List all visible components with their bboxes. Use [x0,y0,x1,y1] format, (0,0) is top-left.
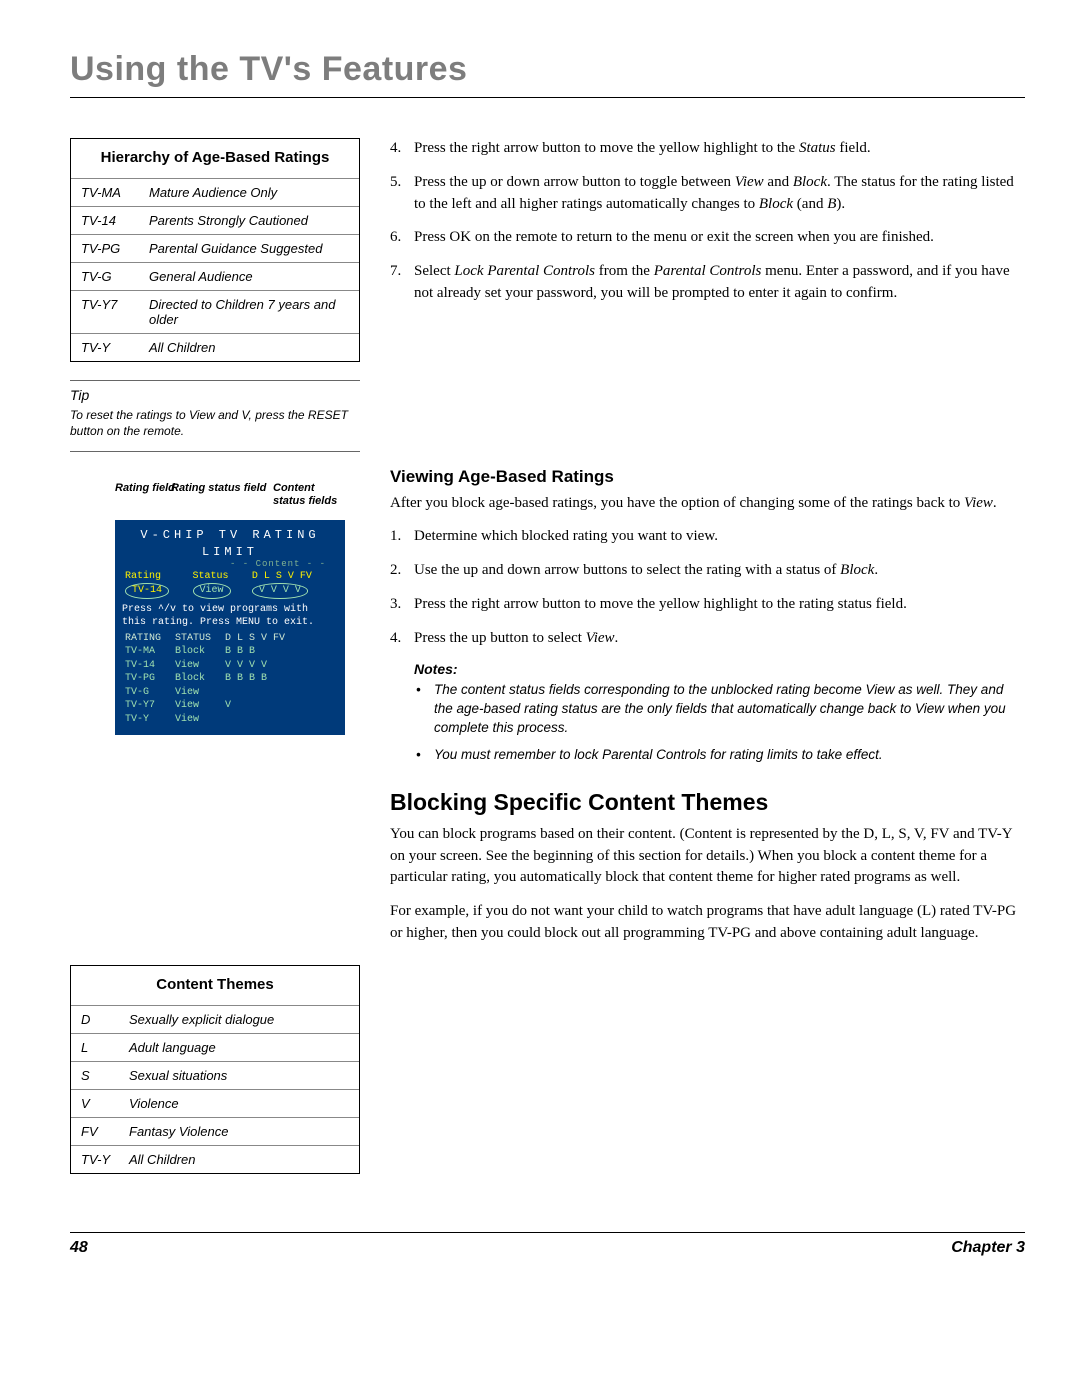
list-item: 4.Press the right arrow button to move t… [390,138,1025,160]
blocking-p1: You can block programs based on their co… [390,824,1025,889]
page-title: Using the TV's Features [70,50,1025,89]
tip-rule-top [70,380,360,381]
table-row: TV-Y7Directed to Children 7 years and ol… [71,290,359,333]
chapter-label: Chapter 3 [951,1239,1025,1257]
hierarchy-header: Hierarchy of Age-Based Ratings [71,139,359,178]
table-row: TV-PGParental Guidance Suggested [71,234,359,262]
note-item: You must remember to lock Parental Contr… [434,746,1025,765]
blocking-p2: For example, if you do not want your chi… [390,901,1025,945]
screen-title: V-CHIP TV RATING LIMIT [122,527,338,559]
table-row: TV-14Parents Strongly Cautioned [71,206,359,234]
table-row: TV-GGeneral Audience [71,262,359,290]
list-item: 1.Determine which blocked rating you wan… [390,526,1025,548]
page-number: 48 [70,1239,88,1257]
table-row: SSexual situations [71,1061,359,1089]
themes-header: Content Themes [71,966,359,1005]
list-item: 3.Press the right arrow button to move t… [390,594,1025,616]
sel-status-oval: View [193,583,231,599]
tip-text: To reset the ratings to View and V, pres… [70,407,360,439]
screen-content-header: - - Content - - [122,558,338,570]
hierarchy-table: Hierarchy of Age-Based Ratings TV-MAMatu… [70,138,360,362]
label-rating-field: Rating field [115,482,175,495]
table-row: TV-YAll Children [71,333,359,361]
label-content-status: Content status fields [273,482,345,507]
viewing-steps: 1.Determine which blocked rating you wan… [390,526,1025,649]
list-item: 2.Use the up and down arrow buttons to s… [390,560,1025,582]
list-item: 5.Press the up or down arrow button to t… [390,172,1025,216]
screen-figure: Rating field Rating status field Content… [115,482,345,735]
sel-rating-oval: TV-14 [125,583,169,599]
steps-top: 4.Press the right arrow button to move t… [390,138,1025,305]
table-row: FVFantasy Violence [71,1117,359,1145]
viewing-heading: Viewing Age-Based Ratings [390,467,1025,487]
list-item: 7.Select Lock Parental Controls from the… [390,261,1025,305]
blocking-heading: Blocking Specific Content Themes [390,789,1025,816]
notes-label: Notes: [414,661,1025,677]
list-item: 6.Press OK on the remote to return to th… [390,227,1025,249]
table-row: VViolence [71,1089,359,1117]
list-item: 4.Press the up button to select View. [390,628,1025,650]
table-row: LAdult language [71,1033,359,1061]
table-row: DSexually explicit dialogue [71,1005,359,1033]
table-row: TV-MAMature Audience Only [71,178,359,206]
tip-label: Tip [70,387,360,403]
title-rule [70,97,1025,98]
label-rating-status: Rating status field [171,482,266,495]
viewing-intro: After you block age-based ratings, you h… [390,493,1025,515]
themes-table: Content Themes DSexually explicit dialog… [70,965,360,1174]
tip-rule-bottom [70,451,360,452]
sel-cols-oval: V V V V [252,583,308,599]
page-footer: 48 Chapter 3 [70,1232,1025,1257]
table-row: TV-YAll Children [71,1145,359,1173]
note-item: The content status fields corresponding … [434,681,1025,738]
